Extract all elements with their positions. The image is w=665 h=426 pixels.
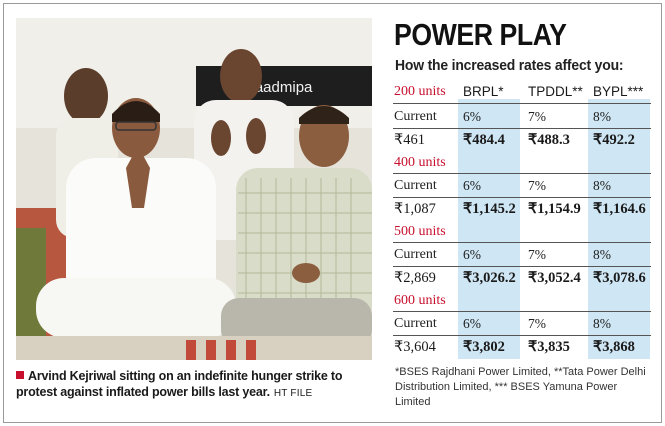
- divider: [393, 266, 651, 267]
- photo-credit: HT FILE: [273, 388, 313, 399]
- new-amount: ₹1,145.2: [463, 201, 516, 217]
- caption-bullet-icon: [16, 371, 24, 379]
- table-row: ₹3,604 ₹3,802 ₹3,835 ₹3,868: [393, 336, 651, 359]
- current-amount: ₹3,604: [394, 339, 436, 355]
- pct-cell: 6%: [463, 247, 481, 262]
- new-amount: ₹3,802: [463, 339, 505, 355]
- pct-cell: 8%: [593, 178, 611, 193]
- pct-cell: 8%: [593, 316, 611, 331]
- infographic-frame: amaadmipa: [3, 3, 662, 423]
- pct-cell: 6%: [463, 316, 481, 331]
- new-amount: ₹3,078.6: [593, 270, 646, 286]
- footnote: *BSES Rajdhani Power Limited, **Tata Pow…: [395, 366, 646, 408]
- new-amount: ₹488.3: [528, 132, 570, 148]
- current-amount: ₹1,087: [394, 201, 436, 217]
- pct-cell: 7%: [528, 316, 546, 331]
- new-amount: ₹1,154.9: [528, 201, 581, 217]
- company-header-brpl: BRPL*: [463, 84, 504, 99]
- company-header-bypl: BYPL***: [593, 84, 644, 99]
- pct-cell: 8%: [593, 247, 611, 262]
- new-amount: ₹3,052.4: [528, 270, 581, 286]
- new-amount: ₹3,868: [593, 339, 635, 355]
- bypl-column-shade: [588, 99, 650, 359]
- new-amount: ₹484.4: [463, 132, 505, 148]
- pct-cell: 7%: [528, 247, 546, 262]
- pct-cell: 7%: [528, 178, 546, 193]
- table-row: ₹2,869 ₹3,026.2 ₹3,052.4 ₹3,078.6: [393, 267, 651, 290]
- tier-label: 600 units: [394, 293, 446, 308]
- pct-cell: 6%: [463, 178, 481, 193]
- current-label: Current: [394, 178, 437, 193]
- divider: [393, 128, 651, 129]
- page-subtitle: How the increased rates affect you:: [395, 57, 624, 74]
- photo-caption: Arvind Kejriwal sitting on an indefinite…: [16, 368, 372, 402]
- current-label: Current: [394, 247, 437, 262]
- tier-label: 500 units: [394, 224, 446, 239]
- tier-label: 200 units: [394, 84, 446, 99]
- new-amount: ₹3,026.2: [463, 270, 516, 286]
- new-amount: ₹3,835: [528, 339, 570, 355]
- divider: [393, 103, 651, 104]
- new-amount: ₹1,164.6: [593, 201, 646, 217]
- divider: [393, 197, 651, 198]
- table-row: ₹1,087 ₹1,145.2 ₹1,154.9 ₹1,164.6: [393, 198, 651, 221]
- news-photo: amaadmipa: [16, 18, 372, 360]
- table-row: ₹461 ₹484.4 ₹488.3 ₹492.2: [393, 129, 651, 152]
- rates-table: 200 units BRPL* TPDDL** BYPL*** Current …: [393, 83, 651, 359]
- caption-text: Arvind Kejriwal sitting on an indefinite…: [16, 369, 343, 399]
- current-amount: ₹461: [394, 132, 425, 148]
- current-label: Current: [394, 109, 437, 124]
- tier-row: 500 units: [393, 223, 651, 241]
- pct-cell: 6%: [463, 109, 481, 124]
- table-row: Current 6% 7% 8%: [393, 312, 651, 335]
- divider: [393, 173, 651, 174]
- tier-row: 400 units: [393, 154, 651, 172]
- new-amount: ₹492.2: [593, 132, 635, 148]
- company-header-tpddl: TPDDL**: [528, 84, 583, 99]
- tier-label: 400 units: [394, 155, 446, 170]
- table-row: Current 6% 7% 8%: [393, 243, 651, 266]
- current-amount: ₹2,869: [394, 270, 436, 286]
- divider: [393, 335, 651, 336]
- pct-cell: 7%: [528, 109, 546, 124]
- divider: [393, 311, 651, 312]
- current-label: Current: [394, 316, 437, 331]
- table-row: Current 6% 7% 8%: [393, 105, 651, 128]
- divider: [393, 242, 651, 243]
- tier-row: 600 units: [393, 292, 651, 310]
- brpl-column-shade: [458, 99, 520, 359]
- pct-cell: 8%: [593, 109, 611, 124]
- table-header-row: 200 units BRPL* TPDDL** BYPL***: [393, 83, 651, 101]
- table-row: Current 6% 7% 8%: [393, 174, 651, 197]
- page-title: POWER PLAY: [394, 17, 567, 52]
